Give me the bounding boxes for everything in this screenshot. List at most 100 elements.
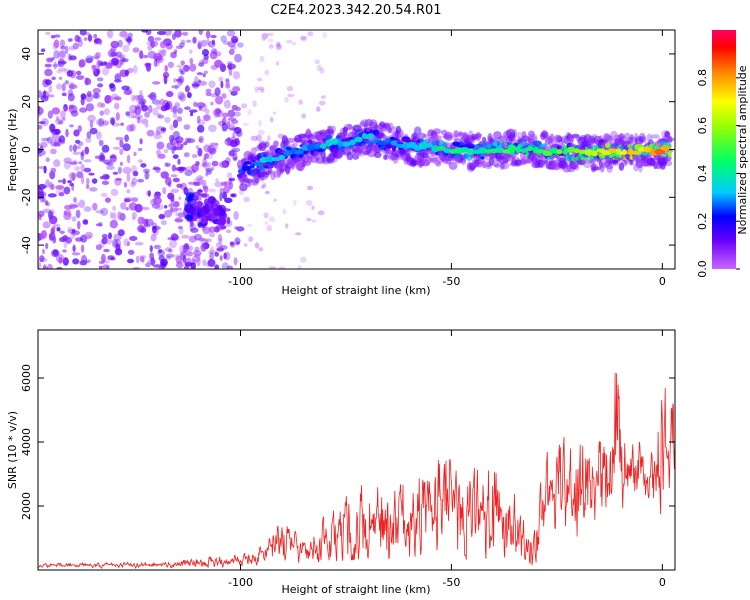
colorbar-tick-label: 0.8 bbox=[696, 69, 709, 87]
heatmap-cell bbox=[72, 244, 76, 253]
heatmap-cell bbox=[200, 192, 210, 199]
heatmap-cell bbox=[395, 125, 402, 134]
heatmap-cell bbox=[205, 173, 209, 177]
heatmap-cell bbox=[51, 107, 61, 115]
heatmap-cell bbox=[182, 255, 187, 264]
heatmap-cell bbox=[204, 152, 210, 159]
heatmap-cell bbox=[197, 206, 203, 212]
heatmap-cell bbox=[104, 95, 114, 103]
heatmap-cell bbox=[117, 39, 124, 48]
heatmap-cell bbox=[160, 258, 168, 267]
heatmap-cell bbox=[234, 137, 240, 146]
heatmap-cell bbox=[172, 130, 180, 140]
heatmap-cell bbox=[48, 85, 53, 93]
heatmap-cell bbox=[306, 143, 316, 151]
heatmap-cell bbox=[223, 252, 227, 260]
heatmap-cell bbox=[154, 37, 162, 41]
heatmap-cell bbox=[234, 237, 241, 246]
heatmap-cell bbox=[157, 153, 166, 159]
heatmap-cell bbox=[378, 132, 386, 139]
heatmap-cell bbox=[54, 118, 63, 125]
heatmap-cell bbox=[301, 113, 306, 119]
heatmap-cell bbox=[57, 120, 64, 125]
heatmap-cell bbox=[186, 138, 196, 144]
heatmap-cell bbox=[126, 154, 131, 164]
heatmap-cell bbox=[67, 93, 75, 102]
heatmap-cell bbox=[158, 249, 163, 254]
heatmap-cell bbox=[233, 111, 241, 117]
heatmap-cell bbox=[190, 262, 196, 269]
heatmap-cell bbox=[46, 58, 54, 63]
heatmap-cell bbox=[282, 208, 286, 215]
heatmap-cell bbox=[88, 172, 95, 176]
heatmap-cell bbox=[44, 92, 48, 100]
heatmap-cell bbox=[92, 202, 98, 211]
heatmap-cell bbox=[109, 154, 117, 163]
heatmap-cell bbox=[260, 185, 265, 189]
heatmap-cell bbox=[100, 176, 106, 180]
heatmap-cell bbox=[94, 52, 100, 60]
heatmap-cell bbox=[193, 250, 202, 257]
heatmap-cell bbox=[384, 154, 390, 160]
heatmap-cell bbox=[47, 94, 55, 98]
heatmap-cell bbox=[160, 127, 167, 132]
heatmap-cell bbox=[220, 35, 227, 43]
heatmap-cell bbox=[215, 178, 219, 183]
heatmap-cell bbox=[271, 266, 277, 269]
heatmap-cell bbox=[162, 48, 167, 57]
heatmap-cell bbox=[320, 150, 326, 160]
heatmap-cell bbox=[178, 95, 182, 100]
heatmap-cell bbox=[232, 131, 236, 139]
heatmap-cell bbox=[115, 51, 123, 58]
heatmap-cell bbox=[139, 255, 147, 259]
heatmap-cell bbox=[68, 104, 75, 110]
heatmap-cell bbox=[126, 173, 131, 182]
heatmap-cell bbox=[45, 242, 49, 250]
heatmap-cell bbox=[544, 136, 551, 147]
heatmap-cell bbox=[268, 216, 276, 223]
heatmap-cell bbox=[174, 30, 182, 38]
heatmap-cell bbox=[89, 127, 98, 135]
colorbar-ticks: 0.0 0.2 0.4 0.6 0.8 bbox=[696, 69, 740, 278]
heatmap-cell bbox=[268, 44, 274, 49]
heatmap-cell bbox=[84, 231, 93, 239]
heatmap-cell bbox=[184, 242, 190, 250]
heatmap-cell bbox=[210, 101, 214, 106]
heatmap-cell bbox=[56, 227, 61, 232]
heatmap-cell bbox=[130, 181, 136, 188]
heatmap-cell bbox=[172, 119, 179, 129]
heatmap-cell bbox=[80, 163, 85, 172]
heatmap-cell bbox=[235, 106, 241, 112]
heatmap-cell bbox=[80, 93, 87, 100]
heatmap-cell bbox=[160, 171, 169, 179]
heatmap-cell bbox=[38, 106, 44, 115]
heatmap-cell bbox=[342, 141, 351, 147]
heatmap-cell bbox=[205, 88, 212, 93]
heatmap-cell bbox=[110, 211, 114, 219]
heatmap-cell bbox=[258, 119, 262, 127]
heatmap-cell bbox=[540, 131, 549, 138]
heatmap-cell bbox=[67, 53, 72, 61]
heatmap-cell bbox=[175, 45, 184, 50]
heatmap-cell bbox=[97, 83, 104, 88]
heatmap-cell bbox=[218, 161, 228, 168]
heatmap-cell bbox=[175, 212, 180, 217]
heatmap-cell bbox=[189, 57, 194, 65]
heatmap-cell bbox=[244, 243, 248, 247]
heatmap-cell bbox=[198, 135, 204, 144]
heatmap-cell bbox=[634, 135, 644, 145]
heatmap-cell bbox=[132, 47, 140, 53]
heatmap-cell bbox=[231, 193, 237, 198]
heatmap-cell bbox=[654, 148, 665, 155]
heatmap-cell bbox=[177, 140, 183, 150]
heatmap-cell bbox=[141, 206, 150, 211]
heatmap-cell bbox=[64, 80, 70, 85]
heatmap-cell bbox=[232, 86, 241, 93]
heatmap-cell bbox=[168, 248, 173, 253]
heatmap-cell bbox=[186, 251, 193, 257]
heatmap-cell bbox=[78, 60, 85, 68]
heatmap-cell bbox=[321, 156, 331, 165]
snr-series bbox=[38, 372, 675, 570]
heatmap-cell bbox=[101, 253, 106, 263]
heatmap-cell bbox=[112, 205, 116, 211]
